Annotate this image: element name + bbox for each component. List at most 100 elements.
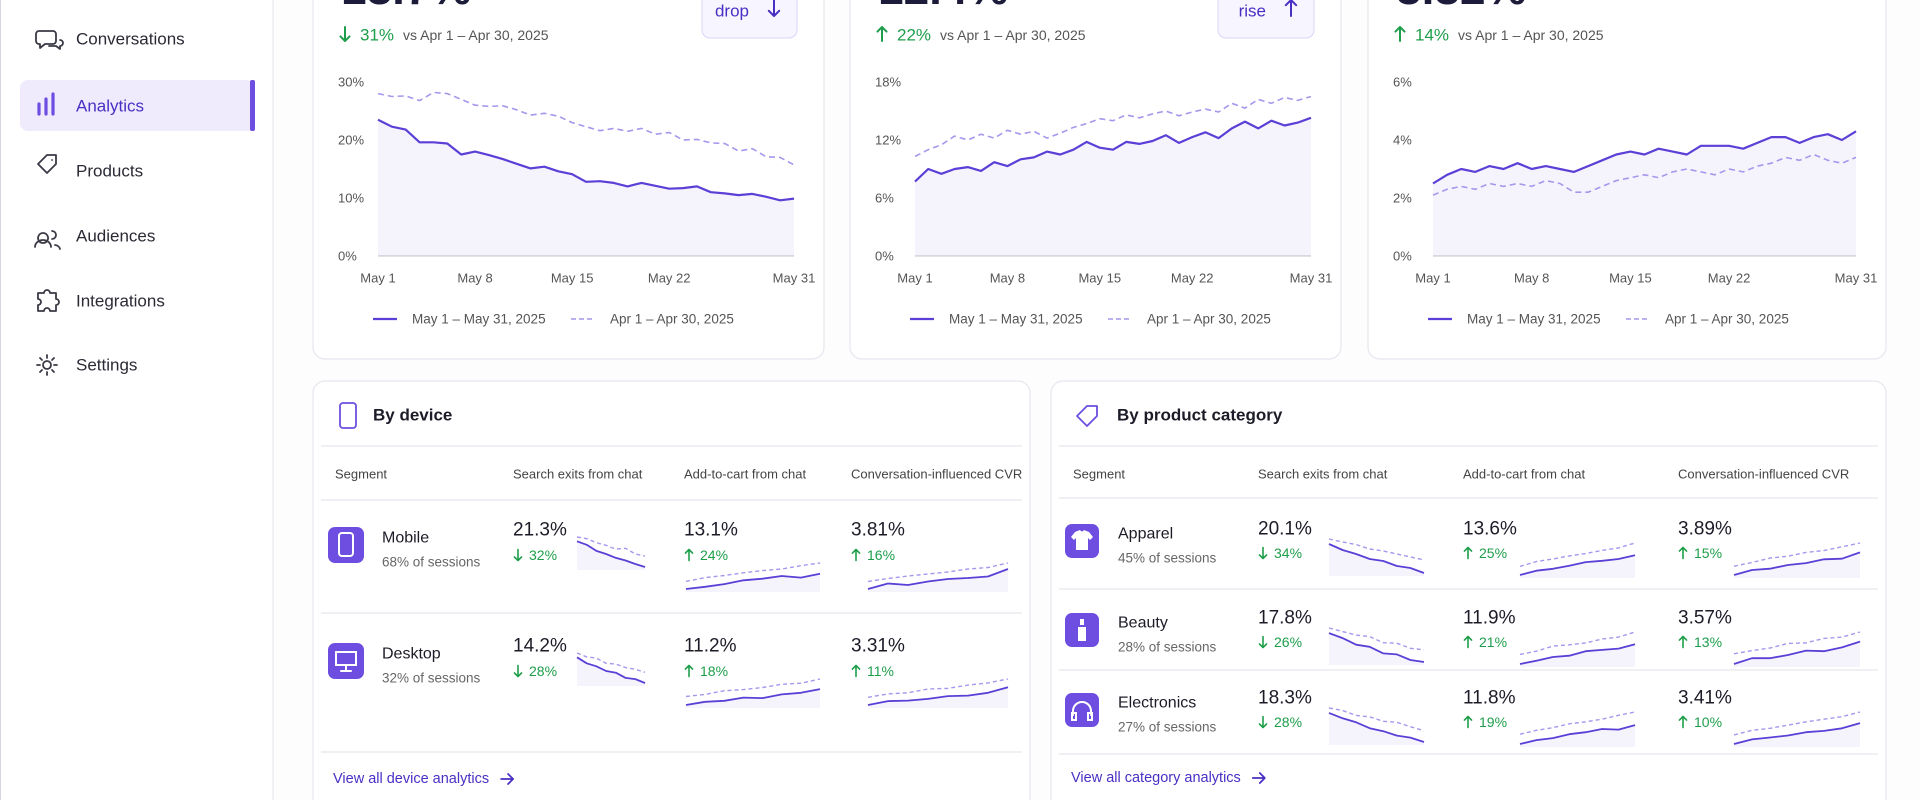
icon-settings — [42, 360, 52, 370]
series-line — [377, 118, 795, 202]
cell-delta: 11% — [867, 663, 894, 679]
x-tick-label: May 31 — [773, 271, 816, 286]
cell-delta: 34% — [1274, 545, 1302, 561]
trend-arrow — [876, 26, 888, 42]
spark-previous — [867, 678, 1009, 698]
x-tick-label: May 1 — [360, 271, 395, 286]
trend-arrow — [1678, 546, 1688, 560]
series-line — [377, 91, 795, 166]
trend-arrow — [1463, 635, 1473, 649]
spark-area — [1329, 633, 1424, 665]
nav-item[interactable]: Conversations — [76, 30, 185, 49]
row-icons — [328, 524, 1099, 727]
icon-electronics — [1065, 693, 1099, 727]
trend-arrow — [1258, 635, 1268, 649]
trend-arrow — [1284, 0, 1298, 17]
icon-device — [339, 402, 357, 429]
column-header: Segment — [335, 467, 387, 482]
x-tick-label: May 31 — [1835, 271, 1878, 286]
metric-card — [312, 0, 825, 360]
spark-previous — [1328, 538, 1425, 561]
segment-name: Apparel — [1118, 526, 1173, 543]
nav-item[interactable]: Integrations — [76, 292, 165, 311]
y-tick-label: 6% — [875, 191, 894, 206]
segment-name: Mobile — [382, 530, 429, 547]
spark-previous — [1733, 631, 1861, 655]
column-header: Conversation-influenced CVR — [1678, 467, 1849, 482]
cell-delta: 28% — [1274, 714, 1302, 730]
spark-current — [685, 688, 821, 706]
cell-value: 11.8% — [1463, 688, 1516, 709]
nav-item[interactable]: Products — [76, 162, 143, 181]
series-line — [1432, 130, 1857, 185]
icon-integrations — [37, 289, 60, 312]
cell-value: 14.2% — [513, 636, 567, 657]
spark-area — [1734, 552, 1860, 578]
view-all-link[interactable]: View all category analytics — [1071, 770, 1241, 786]
trend-arrow — [513, 548, 523, 562]
nav-active-bar — [250, 80, 255, 131]
spark-current — [1519, 724, 1636, 745]
nav-item[interactable]: Settings — [76, 356, 137, 375]
icon-mobile — [328, 527, 364, 563]
spark-previous — [576, 652, 646, 673]
trend-arrow — [1258, 546, 1268, 560]
cell-value: 3.89% — [1678, 519, 1732, 540]
metric-button-label[interactable]: rise — [1239, 2, 1266, 21]
spark-current — [1733, 551, 1861, 576]
spark-current — [1733, 722, 1861, 745]
x-tick-label: May 8 — [990, 271, 1025, 286]
link-arrow[interactable] — [1251, 772, 1266, 784]
cell-value: 21.3% — [513, 520, 567, 541]
nav-item[interactable]: Audiences — [76, 227, 155, 246]
spark-current — [576, 540, 646, 568]
cell-value: 3.31% — [851, 636, 905, 657]
series-line — [1432, 153, 1857, 196]
nav-active-bg — [20, 80, 255, 131]
spark-previous — [685, 562, 821, 583]
trend-arrow — [767, 0, 781, 17]
cell-value: 13.6% — [1463, 519, 1517, 540]
spark-current — [1328, 712, 1425, 743]
spark-current — [1328, 543, 1425, 574]
metric-delta: 14% — [1415, 26, 1449, 45]
link-arrow[interactable] — [500, 773, 514, 785]
icon-conversations — [35, 30, 64, 50]
y-tick-label: 6% — [1393, 75, 1412, 90]
legend-label: May 1 – May 31, 2025 — [412, 312, 546, 327]
series-line — [914, 95, 1312, 158]
spark-current — [1519, 643, 1636, 665]
y-tick-label: 12% — [875, 133, 901, 148]
nav-item[interactable]: Analytics — [76, 97, 144, 116]
metric-button-label[interactable]: drop — [715, 2, 749, 21]
metric-button[interactable] — [1217, 0, 1315, 39]
cell-delta: 16% — [867, 547, 895, 563]
cell-delta: 19% — [1479, 714, 1507, 730]
segment-name: Desktop — [382, 646, 441, 663]
icon-glyph — [335, 651, 357, 672]
cell-value: 17.8% — [1258, 608, 1312, 629]
x-tick-label: May 8 — [457, 271, 492, 286]
x-tick-label: May 15 — [1078, 271, 1121, 286]
y-tick-label: 0% — [875, 249, 894, 264]
icon-audiences — [34, 230, 61, 250]
spark-area — [1734, 641, 1860, 667]
spark-area — [1520, 725, 1635, 747]
segment-share: 45% of sessions — [1118, 551, 1217, 566]
segment-share: 28% of sessions — [1118, 640, 1217, 655]
x-tick-label: May 22 — [648, 271, 691, 286]
icon-products — [37, 154, 57, 174]
cell-delta: 26% — [1274, 634, 1302, 650]
metric-compare: vs Apr 1 – Apr 30, 2025 — [1458, 27, 1604, 43]
view-all-link[interactable]: View all device analytics — [333, 771, 489, 787]
cell-value: 11.9% — [1463, 608, 1516, 629]
y-tick-label: 30% — [338, 75, 364, 90]
icon-analytics — [37, 92, 55, 116]
spark-current — [1733, 640, 1861, 665]
spark-previous — [1328, 627, 1425, 651]
y-tick-label: 4% — [1393, 133, 1412, 148]
spark-previous — [1519, 631, 1636, 656]
cell-value: 20.1% — [1258, 519, 1312, 540]
trend-arrow — [1678, 635, 1688, 649]
